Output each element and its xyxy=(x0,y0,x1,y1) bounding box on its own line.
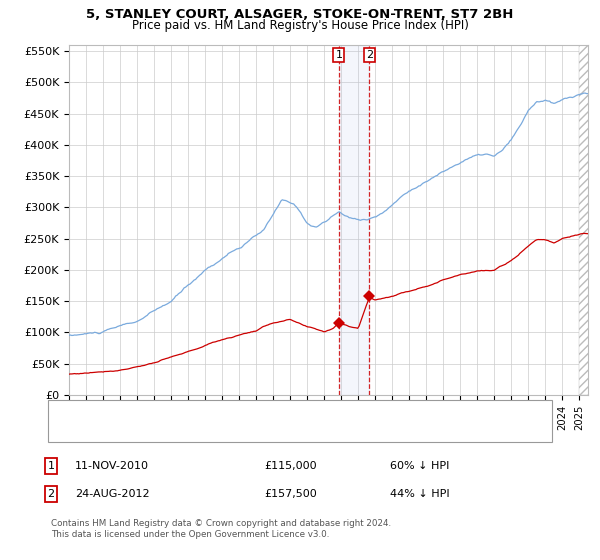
Text: 60% ↓ HPI: 60% ↓ HPI xyxy=(390,461,449,471)
Text: Price paid vs. HM Land Registry's House Price Index (HPI): Price paid vs. HM Land Registry's House … xyxy=(131,19,469,32)
Text: 44% ↓ HPI: 44% ↓ HPI xyxy=(390,489,449,499)
Text: 24-AUG-2012: 24-AUG-2012 xyxy=(75,489,149,499)
Text: 2: 2 xyxy=(366,50,373,60)
Text: 1: 1 xyxy=(335,50,343,60)
Text: ——: —— xyxy=(54,407,79,421)
Text: 5, STANLEY COURT, ALSAGER, STOKE-ON-TRENT, ST7 2BH (detached house): 5, STANLEY COURT, ALSAGER, STOKE-ON-TREN… xyxy=(90,409,469,419)
Text: Contains HM Land Registry data © Crown copyright and database right 2024.
This d: Contains HM Land Registry data © Crown c… xyxy=(51,520,391,539)
Bar xyxy=(339,45,370,395)
Text: 2: 2 xyxy=(47,489,55,499)
Text: HPI: Average price, detached house, Cheshire East: HPI: Average price, detached house, Ches… xyxy=(90,427,343,437)
Text: 1: 1 xyxy=(47,461,55,471)
Text: 11-NOV-2010: 11-NOV-2010 xyxy=(75,461,149,471)
Text: 5, STANLEY COURT, ALSAGER, STOKE-ON-TRENT, ST7 2BH: 5, STANLEY COURT, ALSAGER, STOKE-ON-TREN… xyxy=(86,8,514,21)
Text: £115,000: £115,000 xyxy=(264,461,317,471)
Text: ——: —— xyxy=(54,426,79,438)
Text: £157,500: £157,500 xyxy=(264,489,317,499)
